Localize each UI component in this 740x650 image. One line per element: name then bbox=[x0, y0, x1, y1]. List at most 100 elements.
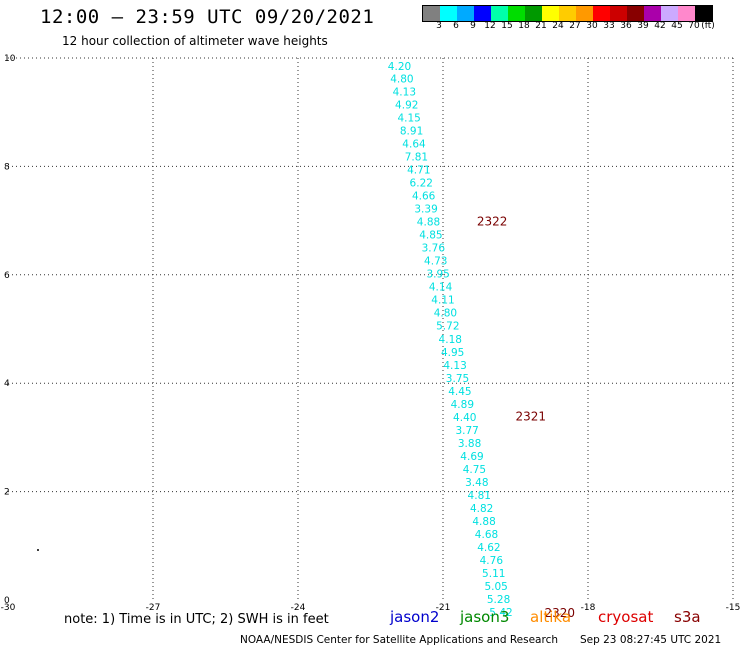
swh-value-label: 4.76 bbox=[480, 555, 504, 567]
y-tick-label: 2 bbox=[4, 488, 10, 498]
swh-value-label: 5.05 bbox=[484, 581, 507, 593]
legend-swatch bbox=[440, 6, 457, 21]
swh-value-label: 4.11 bbox=[431, 295, 454, 307]
swh-value-label: 4.80 bbox=[390, 74, 413, 86]
legend-swatch bbox=[508, 6, 525, 21]
swh-value-label: 3.95 bbox=[426, 269, 449, 281]
legend-label: 21 bbox=[535, 21, 547, 31]
legend-swatch bbox=[576, 6, 593, 21]
color-legend bbox=[422, 5, 713, 22]
satellite-cryosat-label: cryosat bbox=[598, 608, 654, 626]
swh-value-label: 4.20 bbox=[388, 61, 411, 73]
swh-value-label: 3.39 bbox=[414, 204, 437, 216]
swh-value-label: 5.72 bbox=[436, 321, 459, 333]
legend-label: 33 bbox=[603, 21, 615, 31]
legend-label: 3 bbox=[436, 21, 442, 31]
swh-value-label: 4.45 bbox=[448, 386, 471, 398]
swh-value-label: 4.88 bbox=[417, 217, 440, 229]
x-tick-label: -30 bbox=[1, 603, 16, 613]
y-tick-label: 0 bbox=[4, 596, 10, 606]
units-note: note: 1) Time is in UTC; 2) SWH is in fe… bbox=[64, 612, 329, 627]
y-tick-label: 8 bbox=[4, 162, 10, 172]
legend-label: 27 bbox=[569, 21, 581, 31]
x-tick-label: -15 bbox=[726, 603, 740, 613]
legend-label: 42 bbox=[654, 21, 666, 31]
swh-value-label: 3.75 bbox=[446, 373, 469, 385]
satellite-jason3-label: jason3 bbox=[460, 608, 510, 626]
legend-label: 45 bbox=[671, 21, 683, 31]
legend-label: 15 bbox=[501, 21, 513, 31]
legend-swatch bbox=[644, 6, 661, 21]
swh-value-label: 3.77 bbox=[455, 425, 478, 437]
legend-label: 70 bbox=[688, 21, 700, 31]
legend-label: 6 bbox=[453, 21, 459, 31]
footer-timestamp: Sep 23 08:27:45 UTC 2021 bbox=[580, 634, 722, 646]
legend-swatch bbox=[559, 6, 576, 21]
satellite-jason2-label: jason2 bbox=[390, 608, 440, 626]
page-title: 12:00 – 23:59 UTC 09/20/2021 bbox=[40, 6, 375, 28]
y-tick-label: 4 bbox=[4, 379, 10, 389]
swh-value-label: 4.18 bbox=[439, 334, 462, 346]
swh-value-label: 4.69 bbox=[460, 451, 483, 463]
swh-value-label: 4.81 bbox=[468, 490, 491, 502]
legend-label: (ft) bbox=[701, 21, 715, 31]
y-tick-label: 6 bbox=[4, 271, 10, 281]
swh-value-label: 5.11 bbox=[482, 568, 505, 580]
swh-value-label: 4.80 bbox=[434, 308, 457, 320]
track-time-label: 2321 bbox=[516, 410, 547, 424]
x-tick-label: -18 bbox=[581, 603, 596, 613]
swh-value-label: 4.13 bbox=[393, 87, 416, 99]
legend-label: 24 bbox=[552, 21, 564, 31]
page-subtitle: 12 hour collection of altimeter wave hei… bbox=[62, 34, 328, 48]
legend-swatch bbox=[525, 6, 542, 21]
swh-value-label: 4.95 bbox=[441, 347, 464, 359]
y-tick-label: 10 bbox=[4, 54, 16, 64]
swh-value-label: 4.85 bbox=[419, 230, 442, 242]
swh-value-label: 3.88 bbox=[458, 438, 481, 450]
legend-label: 36 bbox=[620, 21, 632, 31]
swh-value-label: 5.28 bbox=[487, 594, 510, 606]
legend-swatch bbox=[610, 6, 627, 21]
legend-swatch bbox=[457, 6, 474, 21]
legend-swatch bbox=[661, 6, 678, 21]
legend-label: 39 bbox=[637, 21, 649, 31]
legend-swatch bbox=[678, 6, 695, 21]
swh-value-label: 4.14 bbox=[429, 282, 453, 294]
legend-swatch bbox=[695, 6, 712, 21]
legend-swatch bbox=[542, 6, 559, 21]
swh-value-label: 4.82 bbox=[470, 503, 493, 515]
swh-value-label: 4.71 bbox=[407, 165, 430, 177]
swh-value-label: 8.91 bbox=[400, 126, 423, 138]
legend-swatch bbox=[474, 6, 491, 21]
swh-value-label: 4.75 bbox=[463, 464, 486, 476]
swh-value-label: 4.40 bbox=[453, 412, 476, 424]
legend-swatch bbox=[593, 6, 610, 21]
swh-value-label: 6.22 bbox=[410, 178, 433, 190]
legend-label: 18 bbox=[518, 21, 530, 31]
x-tick-label: -27 bbox=[146, 603, 161, 613]
track-time-label: 2322 bbox=[477, 215, 508, 229]
x-tick-label: -21 bbox=[436, 603, 451, 613]
satellite-s3a-label: s3a bbox=[674, 608, 701, 626]
swh-value-label: 3.48 bbox=[465, 477, 488, 489]
swh-value-label: 5.42 bbox=[489, 607, 512, 619]
swh-value-label: 4.73 bbox=[424, 256, 447, 268]
swh-value-label: 4.66 bbox=[412, 191, 436, 203]
swh-value-label: 4.13 bbox=[443, 360, 466, 372]
satellite-altika-label: altika bbox=[530, 608, 572, 626]
swh-value-label: 3.76 bbox=[422, 243, 446, 255]
legend-label: 9 bbox=[470, 21, 476, 31]
data-point bbox=[37, 549, 39, 551]
swh-value-label: 7.81 bbox=[405, 152, 428, 164]
track-time-label: 2320 bbox=[545, 606, 576, 620]
swh-value-label: 4.15 bbox=[397, 113, 420, 125]
legend-swatch bbox=[627, 6, 644, 21]
swh-value-label: 4.62 bbox=[477, 542, 500, 554]
swh-value-label: 4.89 bbox=[451, 399, 474, 411]
legend-label: 12 bbox=[484, 21, 496, 31]
swh-value-label: 4.68 bbox=[475, 529, 498, 541]
legend-label: 30 bbox=[586, 21, 598, 31]
x-tick-label: -24 bbox=[291, 603, 306, 613]
swh-value-label: 4.64 bbox=[402, 139, 426, 151]
